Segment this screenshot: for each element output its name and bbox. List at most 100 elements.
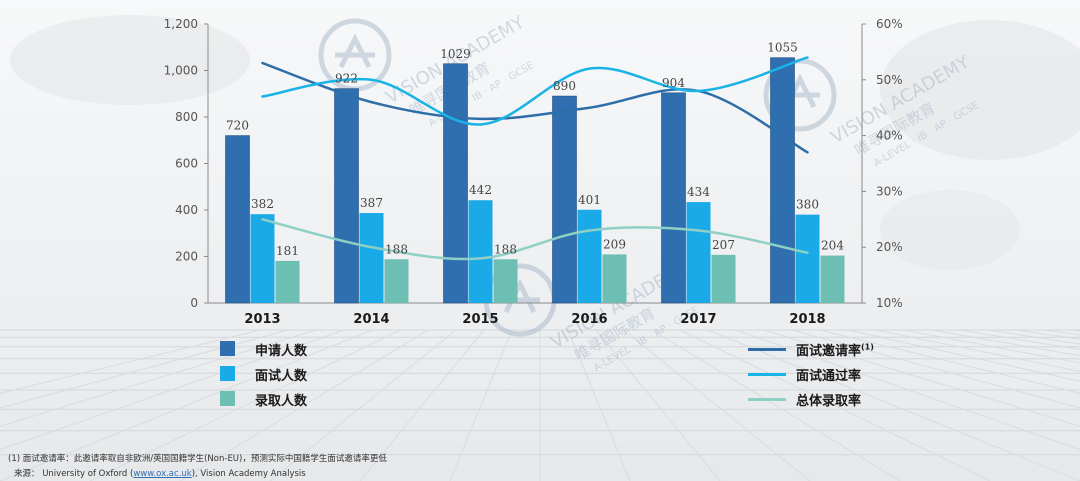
- bar-data-label: 188: [494, 242, 517, 256]
- bar-data-label: 890: [553, 79, 576, 93]
- x-tick-label: 2015: [462, 312, 498, 327]
- legend-line-admit-rate: [748, 398, 786, 401]
- bg-grid-v: [269, 329, 457, 481]
- bar-data-label: 434: [687, 185, 710, 199]
- bg-grid-v: [931, 329, 1080, 357]
- y-right-tick-label: 60%: [876, 17, 903, 31]
- legend-label-admits: 录取人数: [255, 394, 308, 409]
- bar: [770, 57, 795, 304]
- x-tick-label: 2018: [789, 312, 825, 327]
- bg-grid-v: [875, 329, 1080, 372]
- bg-grid-v: [359, 329, 485, 481]
- bg-grid-v: [0, 329, 345, 451]
- bar-data-label: 380: [796, 198, 819, 212]
- bg-grid-v: [0, 329, 373, 481]
- legend-label-applicants: 申请人数: [255, 344, 308, 359]
- bars: [225, 57, 845, 304]
- y-right-tick-label: 30%: [876, 184, 903, 198]
- source-suffix: ), Vision Academy Analysis: [191, 469, 306, 479]
- lines: [261, 56, 809, 261]
- x-tick-label: 2016: [571, 312, 607, 327]
- y-left-tick-label: 0: [190, 296, 198, 310]
- bar: [661, 92, 686, 304]
- legend-label-pass-rate: 面试通过率: [796, 369, 862, 384]
- bar-data-label: 188: [385, 242, 408, 256]
- bar-data-label: 387: [360, 196, 383, 210]
- bar-data-label: 1029: [440, 47, 471, 61]
- y-right-tick-label: 40%: [876, 129, 903, 143]
- bar: [225, 135, 250, 304]
- series-line: [261, 61, 809, 154]
- bg-grid-v: [1071, 329, 1080, 332]
- bar: [577, 209, 602, 303]
- bg-grid-v: [679, 329, 991, 481]
- bar-data-label: 904: [662, 76, 685, 90]
- footnote-source: 来源： University of Oxford (www.ox.ac.uk),…: [14, 467, 306, 479]
- bar-data-label: 181: [276, 244, 299, 258]
- legend-label-invite-rate: 面试邀请率(1): [796, 342, 874, 359]
- legend-swatch-admits: [220, 391, 235, 406]
- y-left-tick-label: 400: [175, 203, 198, 217]
- bar-data-label: 442: [469, 183, 492, 197]
- bar-data-label: 204: [821, 239, 844, 253]
- bar-data-label: 922: [335, 72, 358, 86]
- bar: [493, 259, 518, 303]
- bar: [795, 214, 820, 303]
- x-tick-label: 2013: [244, 312, 280, 327]
- bar-data-label: 1055: [767, 41, 798, 55]
- bar: [250, 214, 275, 303]
- bar: [468, 200, 493, 303]
- bar-data-label: 209: [603, 237, 626, 251]
- y-left-tick-label: 200: [175, 250, 198, 264]
- bg-map-blob: [10, 15, 250, 105]
- bar: [820, 255, 845, 303]
- bg-grid-v: [651, 329, 901, 481]
- legend-line-pass-rate: [748, 373, 786, 376]
- bar: [384, 259, 409, 303]
- bg-map-blob: [880, 20, 1080, 160]
- bar-data-label: 720: [226, 119, 249, 133]
- background-decoration: [0, 15, 1080, 481]
- bg-grid-v: [819, 329, 1080, 394]
- bg-grid-v: [0, 329, 261, 394]
- legend-label-admit-rate: 总体录取率: [796, 394, 862, 409]
- source-link[interactable]: www.ox.ac.uk: [133, 469, 192, 479]
- bar: [602, 254, 627, 303]
- legend-label-interviews: 面试人数: [255, 369, 308, 384]
- bg-grid-v: [449, 329, 513, 481]
- bg-grid-v: [763, 329, 1080, 427]
- legend-swatch-applicants: [220, 341, 235, 356]
- bar: [275, 260, 300, 303]
- y-left-tick-label: 1,000: [164, 64, 198, 78]
- bar: [686, 202, 711, 303]
- x-tick-label: 2017: [680, 312, 716, 327]
- source-prefix: 来源： University of Oxford (: [14, 469, 134, 479]
- bg-grid-v: [623, 329, 811, 481]
- y-right-tick-label: 10%: [876, 296, 903, 310]
- bg-grid-v: [0, 329, 289, 409]
- bg-grid-v: [567, 329, 631, 481]
- y-left-tick-label: 800: [175, 110, 198, 124]
- bg-grid-v: [735, 329, 1080, 451]
- x-tick-label: 2014: [353, 312, 389, 327]
- legend-line-invite-rate: [748, 348, 786, 351]
- bg-grid-v: [903, 329, 1080, 364]
- bg-grid-v: [179, 329, 429, 481]
- bar-data-label: 401: [578, 193, 601, 207]
- watermark-a: [335, 33, 375, 69]
- bar-data-label: 382: [251, 197, 274, 211]
- bg-grid-v: [987, 329, 1080, 345]
- bg-grid-v: [791, 329, 1080, 409]
- bar: [552, 95, 577, 304]
- bg-grid-v: [847, 329, 1080, 382]
- legend-swatch-interviews: [220, 366, 235, 381]
- y-left-tick-label: 600: [175, 157, 198, 171]
- bg-map-blob: [880, 190, 1020, 270]
- bar: [443, 63, 468, 304]
- y-left-tick-label: 1,200: [164, 17, 198, 31]
- bar-data-label: 207: [712, 238, 735, 252]
- y-right-tick-label: 20%: [876, 240, 903, 254]
- bar: [711, 254, 736, 303]
- bg-grid-v: [89, 329, 401, 481]
